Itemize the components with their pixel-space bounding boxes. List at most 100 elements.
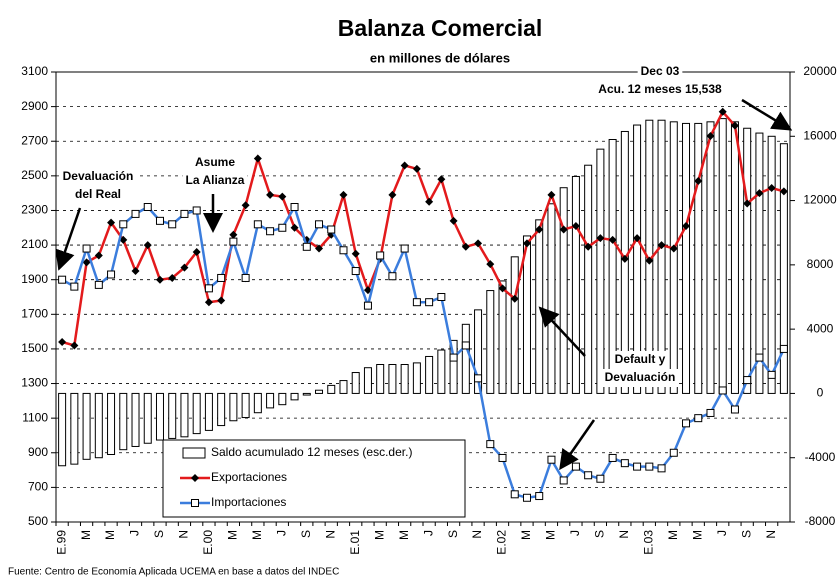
x-tick-label: J [274,530,288,536]
legend-label: Exportaciones [211,470,287,484]
bar [706,121,715,394]
marker [706,408,715,417]
x-tick-label: M [79,530,93,540]
annotation: Asume [195,155,235,169]
marker [510,294,519,303]
annotation-bg [637,63,683,81]
bar [779,143,788,394]
x-tick-label: E.99 [54,530,68,555]
x-tick-label: E.00 [201,530,215,555]
plot-frame [55,71,791,523]
bar [180,392,189,438]
x-tick-label: M [666,530,680,540]
x-tick-label: M [519,530,533,540]
marker [547,455,556,464]
marker [253,154,262,163]
marker [767,183,776,192]
marker [474,239,483,248]
x-tick-label: S [152,530,166,538]
bar [217,392,226,427]
y-tick-label: 700 [28,480,48,494]
marker [143,203,152,211]
bar [730,121,739,394]
x-tick-label: J [715,530,729,536]
x-tick-label: M [397,530,411,540]
marker [168,273,177,282]
marker [718,386,727,395]
bar [192,392,201,435]
marker [596,474,605,483]
marker [730,405,739,414]
bar [339,380,348,394]
marker [779,344,788,353]
x-tick-label: N [177,530,191,539]
marker [412,164,421,173]
bar [486,290,495,394]
marker [706,132,715,141]
bar [498,280,507,394]
bar [535,219,544,394]
y-tick-label: 1300 [21,376,48,390]
marker [425,197,434,206]
x-tick-label: J [128,530,142,536]
marker [584,242,593,251]
marker [547,190,556,199]
legend-swatch [182,447,206,459]
marker [217,296,226,305]
marker [425,298,434,307]
marker [755,353,764,362]
bar [70,392,79,465]
marker [498,284,507,293]
bar [204,392,213,431]
bar [669,121,678,394]
marker [584,471,593,480]
marker [131,267,140,276]
marker [94,280,103,289]
marker [241,273,250,282]
bar [449,339,458,394]
marker [633,234,642,243]
x-tick-label: S [299,530,313,538]
marker [278,192,287,201]
marker [119,235,128,244]
marker [694,414,703,423]
bar [58,392,67,467]
bar [241,392,250,419]
marker [510,490,519,499]
x-tick-label: N [470,530,484,539]
x-tick-label: N [617,530,631,539]
marker [449,353,458,362]
marker [155,275,164,284]
y2-tick-label: 8000 [807,257,834,271]
x-tick-label: S [739,530,753,538]
marker [180,209,189,218]
marker [82,244,91,253]
bar [229,392,238,422]
marker [376,251,385,260]
marker [767,370,776,379]
marker [94,251,103,260]
bar [351,372,360,394]
marker [131,209,140,218]
chart-title: Balanza Comercial [338,15,543,41]
marker [339,246,348,255]
annotation: Default y [615,352,666,366]
annotation-bg [611,351,669,369]
legend-marker [191,474,199,482]
bar [412,362,421,394]
marker [474,374,483,383]
legend-label: Saldo acumulado 12 meses (esc.der.) [211,445,412,459]
marker [70,341,79,350]
bar [302,392,311,396]
marker [620,459,629,468]
marker [633,462,642,471]
marker [437,175,446,184]
marker [522,493,531,502]
bar [94,392,103,459]
marker [669,244,678,253]
y2-tick-label: 0 [817,386,824,400]
legend-label: Importaciones [211,495,286,509]
marker [608,235,617,244]
marker [718,107,727,116]
bar [682,122,691,394]
